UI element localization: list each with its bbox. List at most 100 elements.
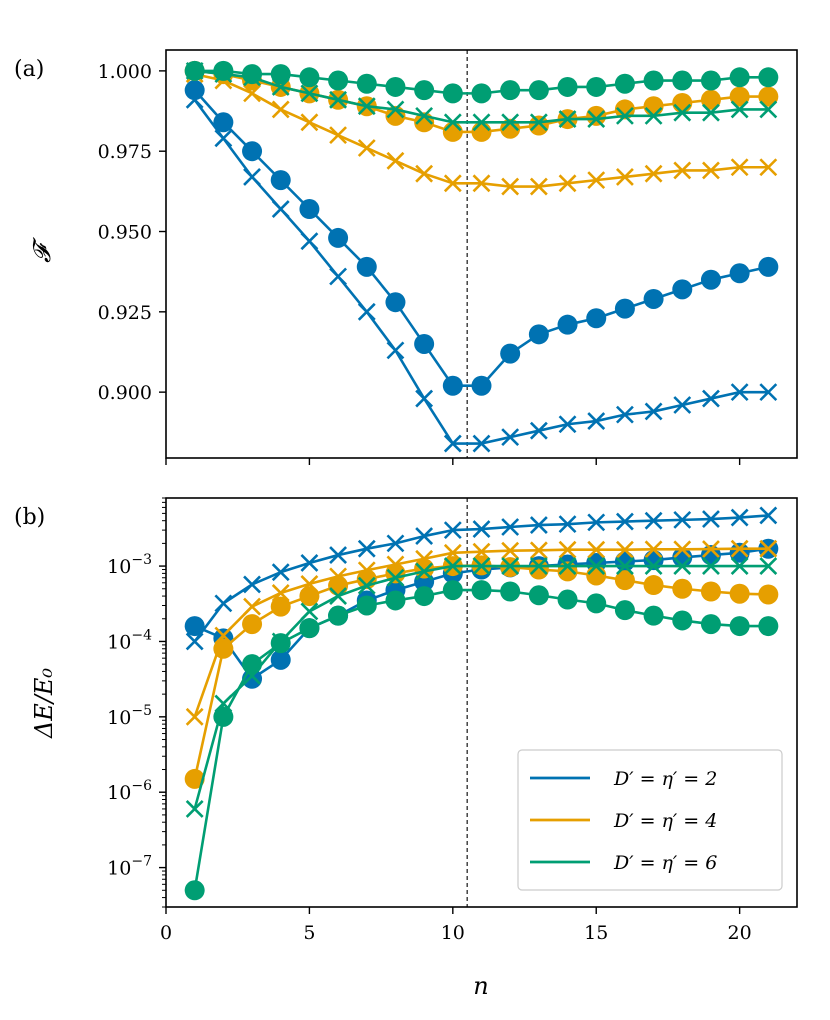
data-point bbox=[214, 626, 233, 645]
data-point bbox=[501, 541, 520, 560]
data-point bbox=[558, 515, 577, 534]
data-point bbox=[184, 616, 205, 637]
data-point bbox=[214, 65, 233, 84]
x-tick-label: 10 bbox=[441, 922, 465, 944]
data-point bbox=[643, 96, 664, 117]
data-point bbox=[672, 610, 693, 631]
data-point bbox=[243, 666, 261, 685]
data-point bbox=[356, 595, 377, 616]
data-point bbox=[673, 103, 692, 122]
data-point bbox=[758, 256, 779, 277]
data-point bbox=[357, 561, 376, 580]
data-point bbox=[700, 614, 721, 635]
y-tick-label: 10−6 bbox=[107, 778, 152, 804]
data-point bbox=[443, 434, 462, 453]
data-point bbox=[730, 158, 749, 177]
panel-b-x-axis-label: n bbox=[473, 972, 488, 1000]
data-point bbox=[586, 105, 607, 126]
data-point bbox=[702, 161, 720, 180]
data-point bbox=[242, 64, 263, 85]
data-point bbox=[214, 594, 233, 613]
data-point bbox=[299, 67, 320, 88]
data-point bbox=[300, 232, 319, 251]
data-point bbox=[644, 164, 663, 183]
data-point bbox=[300, 84, 319, 103]
data-point bbox=[184, 768, 205, 789]
data-point bbox=[185, 90, 204, 109]
data-point bbox=[242, 654, 263, 675]
data-point bbox=[213, 112, 234, 133]
data-point bbox=[614, 551, 635, 572]
data-point bbox=[472, 520, 491, 538]
data-point bbox=[587, 110, 606, 128]
data-point bbox=[529, 113, 548, 132]
data-point bbox=[729, 616, 750, 637]
data-point bbox=[415, 389, 434, 408]
data-point bbox=[300, 602, 319, 621]
y-tick-label: 10−4 bbox=[107, 627, 152, 653]
data-point bbox=[615, 512, 634, 531]
data-point bbox=[414, 333, 435, 354]
data-point bbox=[529, 177, 548, 196]
data-point bbox=[672, 279, 693, 300]
legend-box bbox=[517, 749, 783, 891]
x-tick-label: 15 bbox=[584, 922, 608, 944]
legend: D′ = η′ = 2 D′ = η′ = 4 D′ = η′ = 6 bbox=[517, 749, 783, 891]
data-point bbox=[759, 539, 778, 558]
data-point bbox=[644, 540, 663, 559]
data-point bbox=[242, 614, 263, 635]
data-point bbox=[185, 707, 204, 726]
data-point bbox=[643, 575, 664, 596]
data-point bbox=[385, 292, 406, 313]
data-point bbox=[729, 67, 750, 88]
data-point bbox=[759, 506, 778, 525]
data-point bbox=[501, 518, 520, 536]
data-point bbox=[328, 70, 349, 91]
data-point bbox=[329, 567, 348, 586]
data-point bbox=[643, 288, 664, 309]
data-point bbox=[529, 421, 548, 440]
data-point bbox=[672, 70, 693, 91]
y-tick-label: 0.925 bbox=[98, 302, 152, 324]
x-tick-label: 20 bbox=[728, 922, 752, 944]
data-point bbox=[357, 97, 376, 116]
data-point bbox=[471, 121, 492, 142]
data-point bbox=[558, 174, 577, 193]
data-point bbox=[558, 557, 577, 575]
data-point bbox=[529, 541, 548, 560]
data-point bbox=[299, 586, 320, 607]
data-point bbox=[528, 324, 549, 345]
data-point bbox=[500, 118, 521, 139]
data-point bbox=[729, 86, 750, 107]
data-point bbox=[673, 396, 692, 414]
data-point bbox=[587, 557, 606, 575]
data-point bbox=[415, 527, 434, 545]
data-point bbox=[443, 557, 462, 575]
data-point bbox=[442, 375, 463, 396]
data-point bbox=[185, 632, 204, 651]
data-point bbox=[700, 269, 721, 290]
data-point bbox=[386, 151, 405, 170]
data-point bbox=[557, 76, 578, 97]
panel-a-y-axis-label: 𝓕 bbox=[28, 237, 56, 263]
series-D2-cross bbox=[185, 90, 778, 453]
panel-a-plot: 0.900 0.925 0.950 0.975 1.000 bbox=[98, 49, 798, 465]
data-point bbox=[730, 557, 749, 575]
data-point bbox=[758, 86, 779, 107]
series-D6-circle bbox=[184, 580, 779, 901]
data-point bbox=[357, 302, 376, 321]
panel-b-label: (b) bbox=[14, 505, 45, 530]
data-point bbox=[271, 632, 290, 651]
data-point bbox=[328, 605, 349, 626]
data-point bbox=[184, 80, 205, 101]
data-point bbox=[729, 263, 750, 284]
data-point bbox=[386, 555, 405, 574]
y-tick-label: 1.000 bbox=[98, 61, 152, 83]
data-point bbox=[644, 557, 663, 575]
plot-frame bbox=[165, 49, 798, 459]
data-point bbox=[673, 510, 692, 529]
data-point bbox=[528, 559, 549, 580]
data-point bbox=[300, 554, 319, 572]
